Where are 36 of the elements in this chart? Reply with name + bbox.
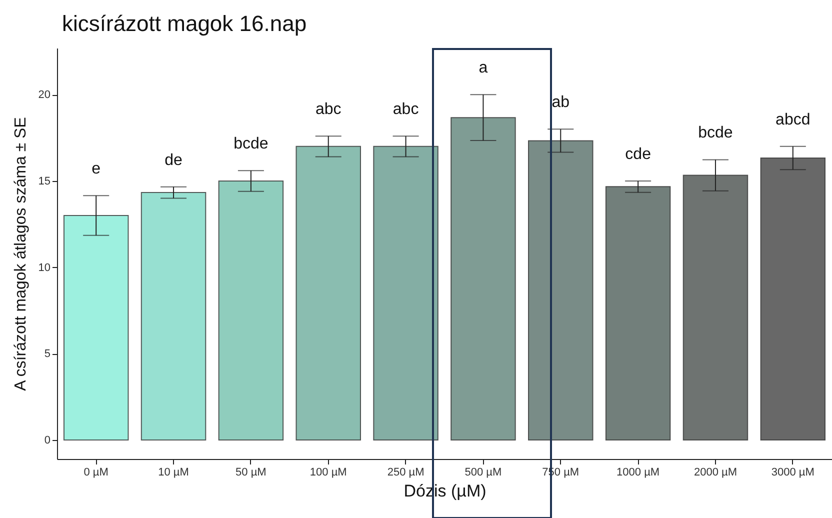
annotation: bcde <box>698 124 733 142</box>
bar <box>140 192 206 441</box>
bar <box>605 186 671 441</box>
bar <box>450 117 516 441</box>
annotation: abc <box>392 101 419 118</box>
y-tick-label: 20 <box>38 89 50 102</box>
y-axis-title: A csírázott magok átlagos száma ± SE <box>12 117 30 391</box>
annotation: de <box>164 152 183 169</box>
annotation: abcd <box>776 111 810 128</box>
annotation: e <box>92 160 101 178</box>
x-tick-label: 1000 µM <box>616 466 660 478</box>
x-tick-label: 50 µM <box>236 466 266 478</box>
annotation: a <box>478 60 488 77</box>
x-tick-label: 3000 µM <box>771 466 814 478</box>
annotation: bcde <box>234 136 268 153</box>
bar <box>760 158 826 441</box>
annotation: cde <box>625 146 652 163</box>
x-tick-label: 10 µM <box>158 466 189 478</box>
x-tick-label: 0 µM <box>84 466 108 478</box>
y-tick-label: 0 <box>44 434 50 447</box>
y-tick-label: 15 <box>38 175 50 188</box>
y-tick-label: 10 <box>38 262 50 274</box>
bar <box>63 215 129 441</box>
bar <box>296 146 361 441</box>
bar <box>682 174 748 441</box>
chart-title: kicsírázott magok 16.nap <box>62 11 307 36</box>
y-tick-label: 5 <box>44 348 50 360</box>
bar <box>218 180 284 441</box>
annotation: abc <box>315 101 342 118</box>
x-tick-label: 250 µM <box>387 466 424 478</box>
x-tick-label: 100 µM <box>310 466 347 478</box>
x-tick-label: 2000 µM <box>694 466 737 478</box>
annotation: ab <box>552 94 570 112</box>
x-tick-label: 500 µM <box>464 466 502 478</box>
bar <box>373 146 438 441</box>
bar <box>528 140 594 441</box>
